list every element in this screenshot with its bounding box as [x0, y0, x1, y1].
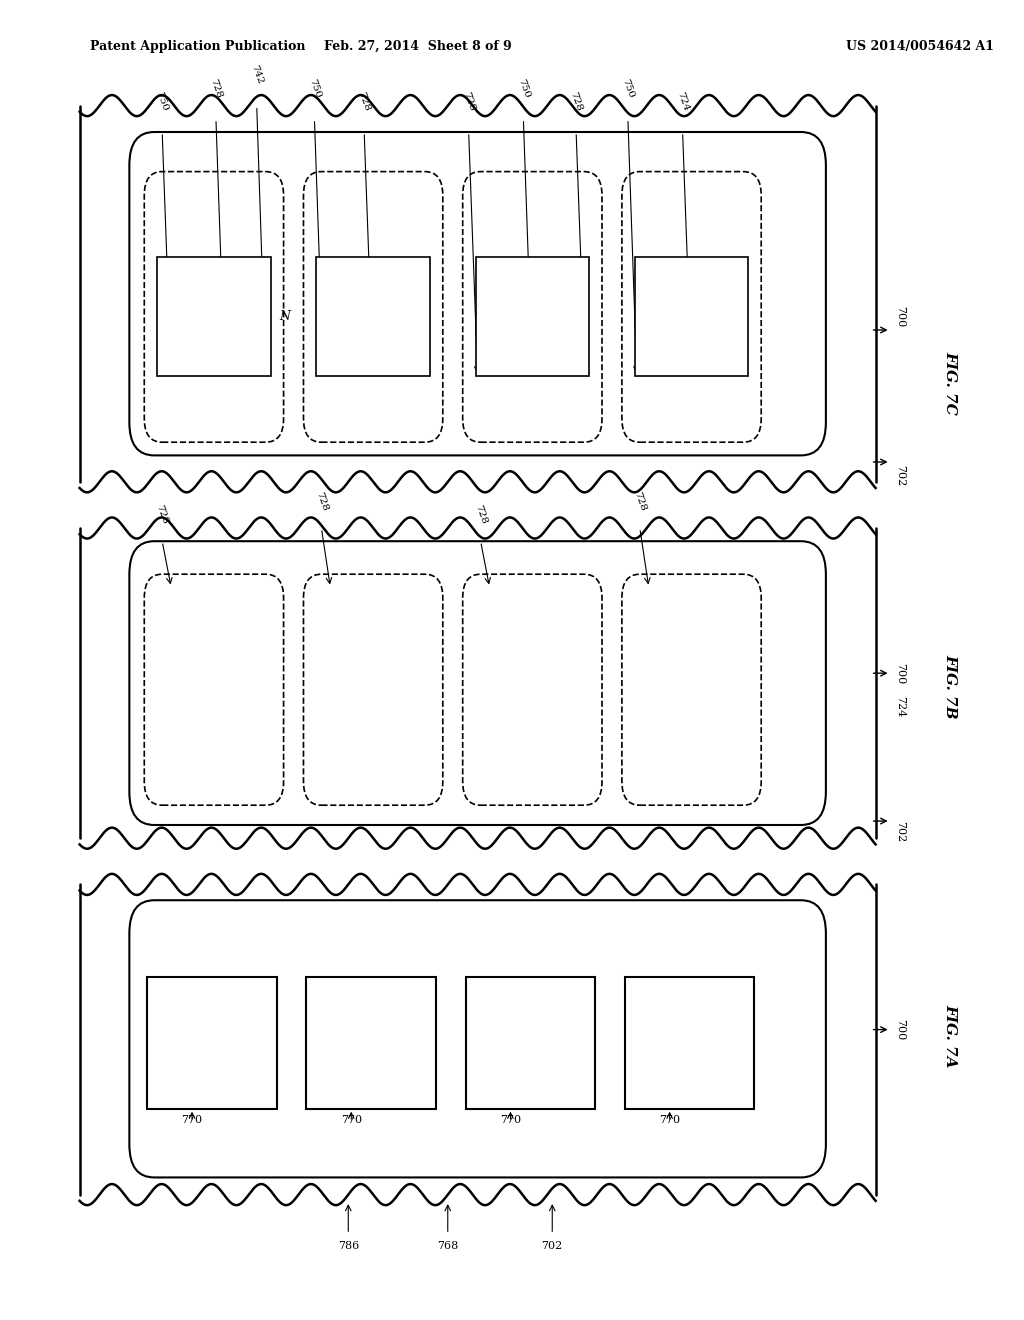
FancyBboxPatch shape	[129, 900, 826, 1177]
Bar	[466, 977, 595, 1109]
Bar	[635, 257, 749, 376]
Text: 770: 770	[659, 1115, 680, 1126]
Text: 770: 770	[341, 1115, 361, 1126]
Text: N: N	[280, 310, 290, 323]
Text: Feb. 27, 2014  Sheet 8 of 9: Feb. 27, 2014 Sheet 8 of 9	[324, 40, 512, 53]
Text: 724: 724	[675, 91, 690, 112]
Bar	[316, 257, 430, 376]
Bar	[475, 257, 589, 376]
Text: Patent Application Publication: Patent Application Publication	[89, 40, 305, 53]
Text: 728: 728	[155, 504, 170, 525]
Text: 700: 700	[896, 306, 905, 327]
Text: 724: 724	[896, 696, 905, 717]
Text: 742: 742	[249, 65, 264, 86]
Text: 728: 728	[356, 91, 372, 112]
Text: 702: 702	[896, 821, 905, 842]
Text: 700: 700	[896, 663, 905, 684]
Text: p: p	[369, 310, 377, 323]
Text: 750: 750	[155, 91, 170, 112]
Text: 750: 750	[307, 78, 323, 99]
Text: 702: 702	[896, 465, 905, 486]
Bar	[306, 977, 436, 1109]
Text: 750: 750	[621, 78, 636, 99]
Text: FIG. 7A: FIG. 7A	[943, 1005, 957, 1068]
Text: FIG. 7C: FIG. 7C	[943, 351, 957, 414]
Bar	[158, 257, 270, 376]
FancyBboxPatch shape	[129, 541, 826, 825]
Text: 728: 728	[313, 491, 329, 512]
Text: 728: 728	[632, 491, 647, 512]
Text: 700: 700	[896, 1019, 905, 1040]
Text: FIG. 7B: FIG. 7B	[943, 655, 957, 718]
Text: 786: 786	[338, 1241, 358, 1251]
Text: 770: 770	[181, 1115, 203, 1126]
Text: US 2014/0054642 A1: US 2014/0054642 A1	[846, 40, 993, 53]
Text: 728: 728	[473, 504, 488, 525]
Text: 768: 768	[437, 1241, 459, 1251]
Text: 750: 750	[516, 78, 531, 99]
Text: p: p	[687, 310, 695, 323]
Text: p: p	[210, 310, 218, 323]
FancyBboxPatch shape	[129, 132, 826, 455]
Text: 728: 728	[461, 91, 476, 112]
Text: 702: 702	[542, 1241, 563, 1251]
Text: p: p	[528, 310, 537, 323]
Bar	[625, 977, 755, 1109]
Text: 728: 728	[568, 91, 584, 112]
Bar	[147, 977, 276, 1109]
Text: 770: 770	[500, 1115, 521, 1126]
Text: 728: 728	[208, 78, 223, 99]
